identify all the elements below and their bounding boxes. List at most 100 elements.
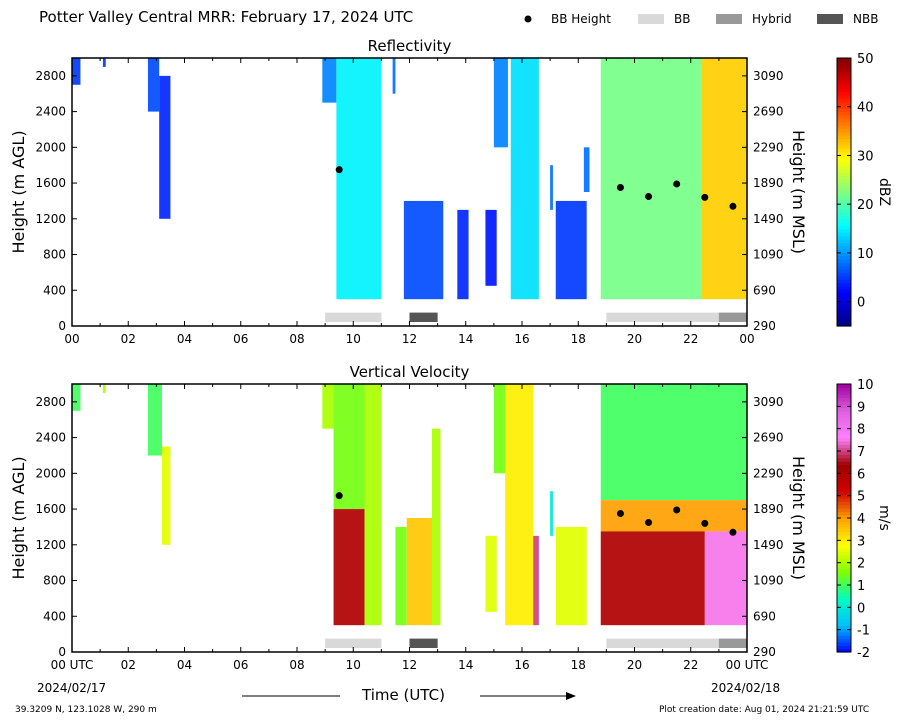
colorbar-segment xyxy=(837,165,851,170)
x-tick-label: 16 xyxy=(514,658,529,672)
colorbar-tick-label: 30 xyxy=(857,149,874,164)
colorbar-segment xyxy=(837,118,851,123)
x-tick-label: 04 xyxy=(177,658,192,672)
legend-label: Hybrid xyxy=(752,12,792,26)
colorbar-segment xyxy=(837,548,851,553)
colorbar-tick-label: 10 xyxy=(857,378,874,393)
colorbar-segment xyxy=(837,58,851,62)
colorbar-segment xyxy=(837,615,851,620)
bb-height-point xyxy=(645,518,653,526)
echo-interval xyxy=(72,58,81,85)
colorbar-segment xyxy=(837,514,851,519)
colorbar-tick-label: -2 xyxy=(857,646,870,661)
bb-height-point xyxy=(616,184,624,192)
start-date-label: 2024/02/17 xyxy=(37,681,107,695)
colorbar-frame xyxy=(836,57,852,327)
colorbar-segment xyxy=(837,467,851,472)
colorbar-segment xyxy=(837,84,851,89)
colorbar-segment xyxy=(837,531,851,536)
colorbar-segment xyxy=(837,585,851,589)
colorbar-segment xyxy=(837,114,851,119)
echo-interval xyxy=(395,526,407,626)
colorbar-segment xyxy=(837,481,851,486)
colorbar-segment xyxy=(837,148,851,153)
colorbar-segment xyxy=(837,108,851,113)
colorbar-segment xyxy=(837,181,851,186)
colorbar-tick-label: 40 xyxy=(857,101,874,116)
colorbar-segment xyxy=(837,61,851,66)
echo-interval xyxy=(704,531,747,626)
echo-interval xyxy=(702,58,747,300)
echo-interval xyxy=(159,75,171,219)
panel-title: Vertical Velocity xyxy=(350,363,470,381)
echo-interval xyxy=(364,384,382,626)
colorbar-segment xyxy=(837,384,851,388)
y-right-tick-label: 1490 xyxy=(753,538,784,552)
colorbar-segment xyxy=(837,427,851,432)
y-tick-label: 2000 xyxy=(35,466,66,480)
echo-interval xyxy=(600,58,702,300)
colorbar-segment xyxy=(837,544,851,549)
colorbar-segment xyxy=(837,275,851,280)
echo-interval xyxy=(505,384,534,626)
y-right-tick-label: 1890 xyxy=(753,176,784,190)
colorbar-segment xyxy=(837,81,851,86)
end-date-label: 2024/02/18 xyxy=(711,681,781,695)
colorbar-segment xyxy=(837,279,851,284)
colorbar-segment xyxy=(837,185,851,190)
colorbar-tick-label: 50 xyxy=(857,52,874,67)
x-tick-label: 04 xyxy=(177,332,192,346)
colorbar-segment xyxy=(837,195,851,200)
bb-type-bar-nbb xyxy=(409,638,438,648)
colorbar-segment xyxy=(837,121,851,126)
colorbar-segment xyxy=(837,145,851,150)
echo-interval xyxy=(147,58,160,112)
colorbar-segment xyxy=(837,128,851,133)
colorbar-segment xyxy=(837,319,851,324)
colorbar-segment xyxy=(837,235,851,240)
x-tick-label: 12 xyxy=(402,332,417,346)
colorbar-segment xyxy=(837,444,851,449)
colorbar-segment xyxy=(837,521,851,526)
echo-interval xyxy=(457,209,469,300)
colorbar-segment xyxy=(837,491,851,496)
colorbar-segment xyxy=(837,222,851,227)
colorbar-segment xyxy=(837,551,851,556)
echo-interval xyxy=(403,200,444,300)
colorbar-segment xyxy=(837,88,851,93)
colorbar-segment xyxy=(837,125,851,129)
colorbar-segment xyxy=(837,518,851,522)
colorbar-segment xyxy=(837,151,851,156)
y-tick-label: 0 xyxy=(58,319,66,333)
bb-type-bar-bb xyxy=(325,638,382,648)
y-tick-label: 800 xyxy=(43,574,66,588)
y-tick-label: 1200 xyxy=(35,212,66,226)
legend-swatch-hybrid xyxy=(716,14,742,24)
y-right-tick-label: 290 xyxy=(753,319,776,333)
colorbar-segment xyxy=(837,410,851,415)
colorbar-segment xyxy=(837,595,851,599)
y-right-tick-label: 2290 xyxy=(753,140,784,154)
y-right-tick-label: 1890 xyxy=(753,502,784,516)
echo-interval xyxy=(555,200,587,300)
echo-interval xyxy=(555,526,587,626)
y-tick-label: 400 xyxy=(43,283,66,297)
colorbar-segment xyxy=(837,225,851,230)
colorbar-segment xyxy=(837,212,851,217)
y-tick-label: 2800 xyxy=(35,395,66,409)
y-axis-label: Height (m AGL) xyxy=(9,130,28,253)
colorbar-segment xyxy=(837,262,851,267)
colorbar-segment xyxy=(837,218,851,223)
echo-interval xyxy=(336,58,382,300)
bb-height-point xyxy=(701,519,709,527)
colorbar-segment xyxy=(837,611,851,616)
bb-type-bar-hybrid xyxy=(718,638,747,648)
colorbar-segment xyxy=(837,474,851,479)
colorbar-segment xyxy=(837,447,851,452)
colorbar-segment xyxy=(837,504,851,509)
colorbar-segment xyxy=(837,312,851,317)
x-tick-label: 08 xyxy=(289,658,304,672)
colorbar-segment xyxy=(837,568,851,573)
y-tick-label: 2400 xyxy=(35,431,66,445)
colorbar-segment xyxy=(837,205,851,210)
